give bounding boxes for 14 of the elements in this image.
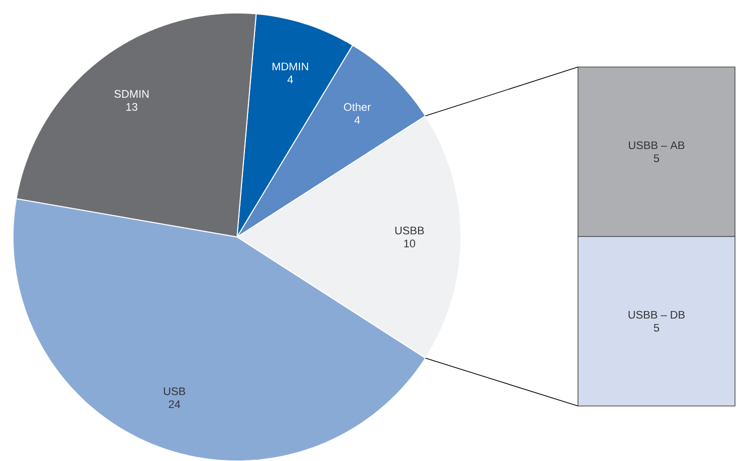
slice-label: SDMIN [114,90,148,98]
series-label: USBB – AB [628,141,684,150]
data-label: 10 [404,240,416,248]
data-label: 4 [354,116,360,124]
slice-label: USBB [395,226,424,234]
slice-label: Other [344,102,371,111]
data-label: 5 [654,324,660,332]
data-label: 5 [654,154,660,162]
data-label: 13 [126,103,138,111]
data-label: 4 [287,76,294,84]
series-label: USBB – DB [628,310,685,319]
data-label: 24 [168,400,180,408]
slice-label: USB [164,387,186,396]
slice-label: MDMIN [272,62,308,70]
